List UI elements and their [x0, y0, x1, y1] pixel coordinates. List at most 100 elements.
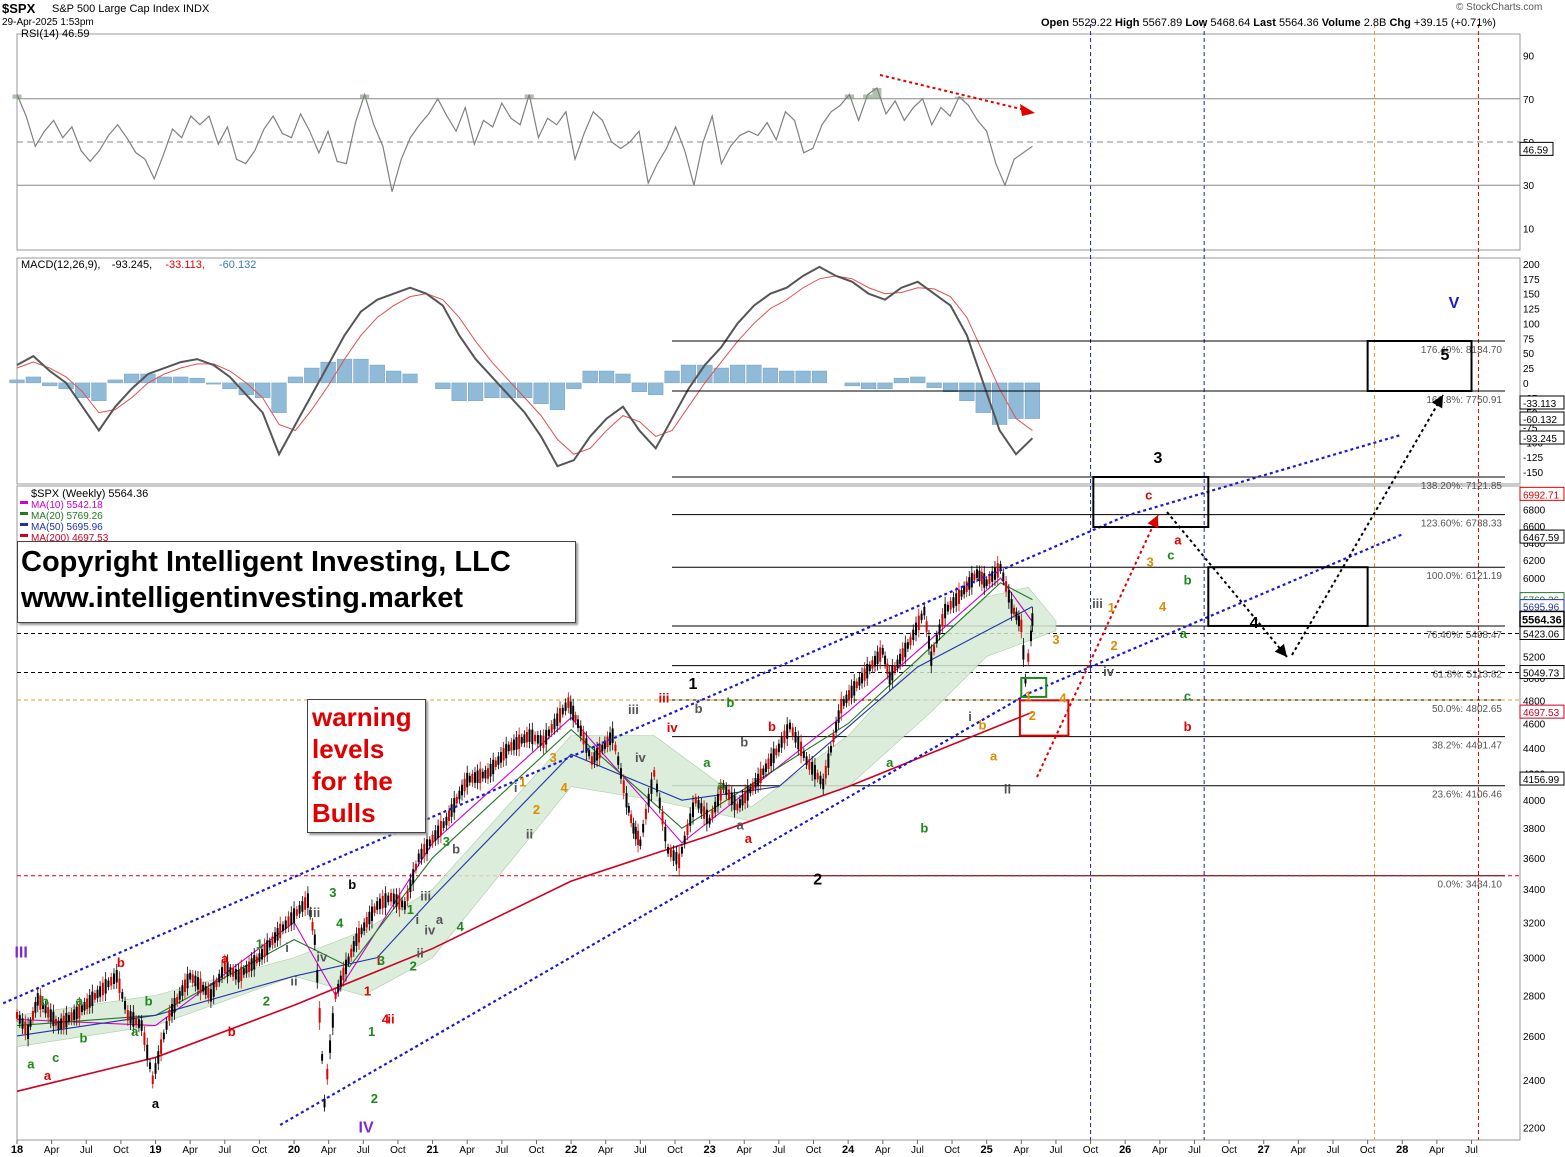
price-bar: [316, 969, 319, 983]
price-bar: [47, 1007, 50, 1018]
price-bar: [904, 642, 907, 658]
grid-layer: [16, 24, 1521, 1141]
price-bar: [86, 998, 89, 1010]
rsi-last-box: [1519, 141, 1554, 156]
price-bar: [173, 998, 176, 1013]
price-bar: [923, 606, 926, 616]
price-legend-swatch: [20, 501, 28, 504]
wave-label: c: [1167, 547, 1174, 562]
price-bar: [88, 995, 91, 1008]
macd-histogram-bar: [42, 382, 58, 387]
price-bar: [342, 967, 345, 981]
price-bar: [861, 672, 864, 684]
panel-border: [16, 485, 1521, 1141]
red-projection-arrow: [1036, 514, 1159, 778]
price-right-label: 6992.71: [1523, 490, 1560, 501]
price-bar: [593, 752, 596, 763]
price-legend-item: MA(200) 4697.53: [31, 533, 109, 544]
x-tick-label: Jul: [1465, 1145, 1478, 1156]
price-bar: [980, 571, 983, 585]
high-label: High: [1115, 17, 1140, 29]
wave-label: iv: [1103, 664, 1115, 679]
price-bar: [271, 936, 274, 946]
price-bar: [1017, 615, 1020, 627]
wave-label: iv: [667, 720, 679, 735]
wave-label: i: [285, 940, 289, 955]
price-bar: [473, 772, 476, 783]
price-bar: [321, 1054, 324, 1061]
price-bar: [935, 634, 938, 644]
wave-label: c: [52, 1050, 59, 1065]
wave-label: a: [990, 749, 998, 764]
macd-histogram-bar: [566, 382, 582, 390]
rsi-overbought-fill: [872, 88, 882, 99]
price-bar: [183, 979, 186, 992]
price-bar: [505, 743, 508, 759]
price-bar: [60, 1018, 63, 1030]
price-y-tick: 6200: [1523, 556, 1546, 567]
price-bar: [1030, 630, 1033, 642]
ichimoku-cloud: [16, 587, 1057, 1047]
x-tick-label: Oct: [390, 1145, 406, 1156]
macd-y-tick: 0: [1523, 379, 1529, 390]
price-bar: [311, 922, 314, 931]
wave-label: 2: [410, 959, 417, 974]
fib-level-label: 61.8%: 5113.82: [1433, 670, 1503, 681]
price-bar: [376, 901, 379, 910]
macd-histogram-bar: [1008, 382, 1024, 419]
price-bar: [471, 774, 474, 783]
price-bar: [754, 778, 757, 789]
price-bar: [49, 1009, 52, 1022]
price-bar: [949, 601, 952, 610]
x-tick-label: Apr: [598, 1145, 614, 1156]
wave-label: 2: [533, 802, 540, 817]
price-bar: [881, 647, 884, 655]
x-tick-label: 24: [842, 1144, 855, 1156]
price-bar: [871, 660, 874, 669]
price-bar: [749, 786, 752, 794]
x-tick-label: 21: [426, 1144, 438, 1156]
price-bar: [431, 834, 434, 844]
price-bar: [725, 786, 728, 795]
price-bar: [334, 992, 337, 999]
price-bar: [816, 772, 819, 780]
price-bar: [545, 730, 548, 745]
price-bar: [933, 645, 936, 653]
macd-histogram-bar: [926, 382, 942, 388]
fib-level-label: 161.8%: 7750.91: [1426, 395, 1502, 406]
price-bar: [329, 1040, 332, 1053]
price-bar: [512, 739, 515, 751]
price-bar: [387, 895, 390, 903]
price-bar: [855, 681, 858, 689]
price-bar: [261, 948, 264, 960]
price-bar: [617, 756, 620, 765]
price-bar: [279, 923, 282, 939]
wave-label: a: [745, 831, 753, 846]
macd-histogram-bar: [107, 379, 123, 384]
price-bar: [957, 589, 960, 604]
price-bar: [920, 613, 923, 621]
price-bar: [1010, 599, 1013, 614]
price-bar: [644, 808, 647, 820]
x-tick-label: Apr: [1152, 1145, 1168, 1156]
price-bar: [523, 734, 526, 743]
price-bar: [952, 597, 955, 608]
macd-histogram-bar: [795, 370, 811, 384]
macd-histogram-bar: [844, 382, 860, 387]
price-bar: [837, 710, 840, 723]
x-tick-label: Apr: [736, 1145, 752, 1156]
price-bar: [1020, 619, 1023, 633]
macd-histogram-bar: [861, 382, 877, 390]
macd-histogram-bar: [517, 382, 533, 398]
price-y-tick: 3400: [1523, 885, 1546, 896]
price-bar: [708, 817, 711, 825]
x-tick-label: Apr: [1291, 1145, 1307, 1156]
macd-histogram-bar: [451, 382, 467, 401]
wave-label: 2: [813, 871, 822, 888]
wave-label: b: [740, 735, 748, 750]
macd-histogram-bar: [435, 382, 451, 390]
symbol: $SPX: [2, 1, 36, 16]
price-bar: [368, 911, 371, 925]
x-tick-label: Oct: [944, 1145, 960, 1156]
price-bar: [797, 736, 800, 750]
